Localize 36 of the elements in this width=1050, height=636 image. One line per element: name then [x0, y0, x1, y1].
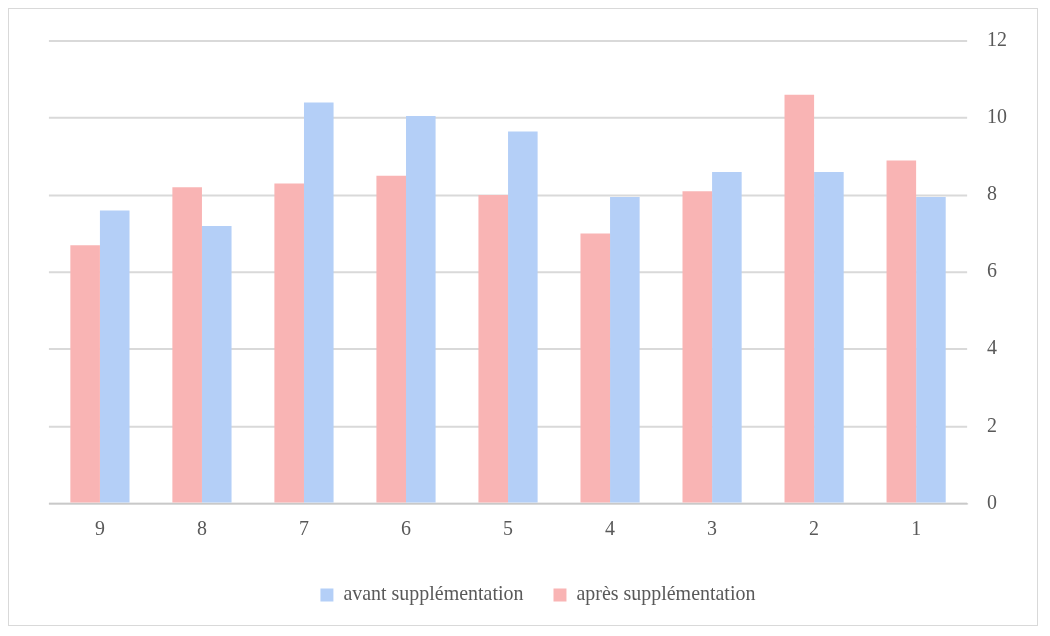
legend-label: avant supplémentation [343, 582, 524, 606]
y-tick-label: 12 [987, 28, 1008, 51]
bar [406, 116, 436, 503]
x-tick-label: 4 [605, 516, 616, 539]
bar [610, 196, 640, 503]
bar [814, 171, 844, 503]
bar [916, 196, 946, 503]
bar [784, 94, 815, 503]
x-tick-label: 7 [298, 516, 309, 539]
x-tick-label: 6 [401, 516, 412, 539]
bar [303, 102, 334, 503]
bar [70, 245, 100, 503]
bar [99, 210, 130, 503]
y-tick-label: 6 [987, 259, 998, 282]
x-tick-label: 8 [196, 516, 207, 539]
bar [580, 233, 611, 503]
x-tick-label: 9 [94, 516, 105, 539]
bar [274, 183, 304, 503]
bar [376, 175, 407, 503]
y-tick-label: 0 [987, 490, 998, 513]
bar [682, 191, 713, 503]
x-tick-label: 5 [503, 516, 514, 539]
bar [172, 187, 202, 503]
x-tick-label: 1 [911, 516, 922, 539]
bar [201, 225, 232, 503]
bar [478, 195, 509, 503]
x-tick-label: 3 [707, 516, 718, 539]
x-tick-label: 2 [809, 516, 820, 539]
bar [712, 171, 742, 503]
bar [886, 160, 917, 503]
y-tick-label: 10 [987, 105, 1008, 128]
y-tick-label: 2 [987, 413, 998, 436]
bar [508, 131, 538, 503]
y-tick-label: 4 [987, 336, 998, 359]
y-tick-label: 8 [987, 182, 998, 205]
legend-label: après supplémentation [576, 582, 756, 606]
